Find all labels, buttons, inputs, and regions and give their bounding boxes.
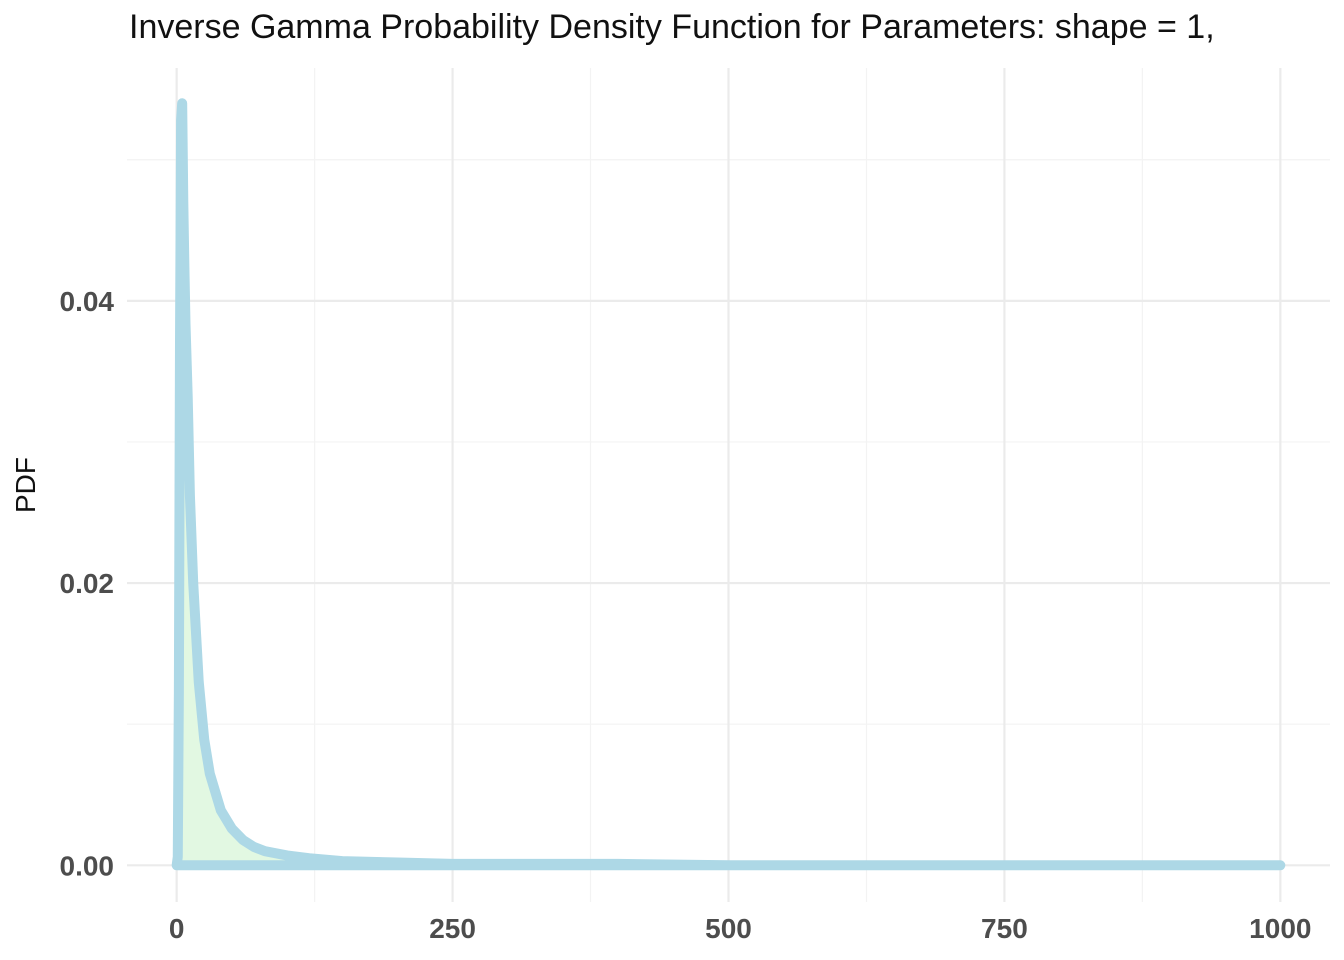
x-tick-label: 250 xyxy=(429,913,476,944)
x-tick-label: 750 xyxy=(981,913,1028,944)
x-tick-label: 1000 xyxy=(1249,913,1311,944)
density-curve-line xyxy=(171,98,1286,871)
x-tick-label: 500 xyxy=(705,913,752,944)
tick-labels: 0 250 500 750 1000 0.00 0.02 0.04 xyxy=(60,286,1312,944)
major-gridlines xyxy=(127,68,1330,902)
y-tick-label: 0.04 xyxy=(60,286,115,317)
y-tick-label: 0.02 xyxy=(60,568,115,599)
x-tick-label: 0 xyxy=(169,913,185,944)
y-tick-label: 0.00 xyxy=(60,850,115,881)
series-layer xyxy=(171,98,1286,871)
chart-title: Inverse Gamma Probability Density Functi… xyxy=(129,8,1215,46)
